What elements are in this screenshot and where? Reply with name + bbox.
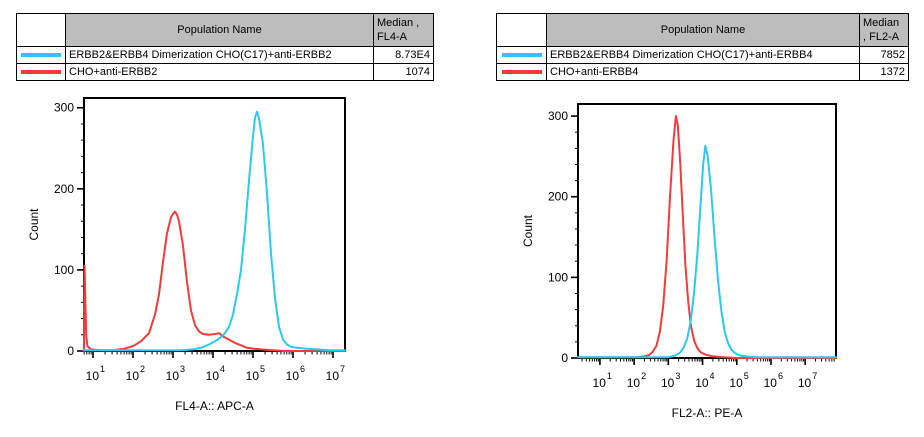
legend-row: ERBB2&ERBB4 Dimerization CHO(C17)+anti-E… bbox=[16, 46, 434, 64]
legend-header-row: Population Name Median , FL2-A bbox=[496, 13, 909, 47]
x-axis-title: FL2-A:: PE-A bbox=[672, 406, 743, 420]
x-tick-exponent: 7 bbox=[812, 371, 817, 381]
x-tick-exponent: 5 bbox=[260, 364, 265, 374]
x-tick-exponent: 1 bbox=[607, 371, 612, 381]
median-header-line2: FL4-A bbox=[377, 31, 407, 43]
y-tick-label: 0 bbox=[561, 351, 568, 365]
swatch-cell bbox=[16, 63, 66, 81]
population-name-header: Population Name bbox=[65, 13, 374, 47]
y-tick-label: 100 bbox=[548, 270, 568, 284]
histogram-curve bbox=[83, 210, 346, 352]
histogram-curve bbox=[83, 110, 346, 352]
plot-frame bbox=[577, 103, 837, 359]
series-color-swatch bbox=[501, 53, 542, 57]
x-tick-label: 10 bbox=[695, 376, 709, 390]
x-tick-exponent: 3 bbox=[180, 364, 185, 374]
median-value-cell: 7852 bbox=[859, 46, 909, 64]
x-tick-exponent: 4 bbox=[220, 364, 225, 374]
y-tick-label: 200 bbox=[548, 190, 568, 204]
legend-row: ERBB2&ERBB4 Dimerization CHO(C17)+anti-E… bbox=[496, 46, 909, 64]
legend-row: CHO+anti-ERBB4 1372 bbox=[496, 63, 909, 81]
x-tick-label: 10 bbox=[86, 369, 100, 383]
population-name-cell: ERBB2&ERBB4 Dimerization CHO(C17)+anti-E… bbox=[546, 46, 860, 64]
x-tick-exponent: 5 bbox=[744, 371, 749, 381]
legend-header-row: Population Name Median , FL4-A bbox=[16, 13, 434, 47]
x-tick-exponent: 3 bbox=[675, 371, 680, 381]
legend-row: CHO+anti-ERBB2 1074 bbox=[16, 63, 434, 81]
legend-table-right: Population Name Median , FL2-A ERBB2&ERB… bbox=[496, 13, 909, 81]
histogram-curve bbox=[577, 144, 837, 359]
series-color-swatch bbox=[21, 70, 61, 74]
swatch-cell bbox=[496, 63, 547, 81]
population-name-cell: ERBB2&ERBB4 Dimerization CHO(C17)+anti-E… bbox=[65, 46, 374, 64]
population-name-cell: CHO+anti-ERBB4 bbox=[546, 63, 860, 81]
x-axis-title: FL4-A:: APC-A bbox=[175, 399, 254, 413]
x-tick-exponent: 4 bbox=[710, 371, 715, 381]
population-name-cell: CHO+anti-ERBB2 bbox=[65, 63, 374, 81]
median-value-cell: 1372 bbox=[859, 63, 909, 81]
y-tick-label: 0 bbox=[67, 344, 74, 358]
x-tick-exponent: 6 bbox=[300, 364, 305, 374]
x-tick-exponent: 2 bbox=[641, 371, 646, 381]
swatch-cell bbox=[16, 46, 66, 64]
x-tick-label: 10 bbox=[246, 369, 260, 383]
swatch-header-cell bbox=[16, 13, 66, 47]
x-tick-label: 10 bbox=[286, 369, 300, 383]
median-header-line1: Median , bbox=[377, 16, 420, 29]
x-tick-label: 10 bbox=[166, 369, 180, 383]
population-name-header: Population Name bbox=[546, 13, 860, 47]
x-tick-exponent: 2 bbox=[140, 364, 145, 374]
y-tick-label: 200 bbox=[54, 182, 74, 196]
x-tick-label: 10 bbox=[126, 369, 140, 383]
plot-frame bbox=[83, 97, 346, 352]
x-tick-label: 10 bbox=[729, 376, 743, 390]
x-tick-exponent: 6 bbox=[778, 371, 783, 381]
series-color-swatch bbox=[21, 53, 61, 57]
x-tick-label: 10 bbox=[627, 376, 641, 390]
histogram-curve bbox=[577, 115, 837, 359]
x-tick-label: 10 bbox=[764, 376, 778, 390]
y-axis-title: Count bbox=[27, 208, 41, 241]
y-tick-label: 300 bbox=[548, 109, 568, 123]
y-tick-label: 100 bbox=[54, 263, 74, 277]
x-tick-label: 10 bbox=[593, 376, 607, 390]
median-value-cell: 8.73E4 bbox=[373, 46, 434, 64]
x-tick-label: 10 bbox=[798, 376, 812, 390]
series-color-swatch bbox=[501, 70, 542, 74]
legend-table-left: Population Name Median , FL4-A ERBB2&ERB… bbox=[16, 13, 434, 81]
median-header: Median , FL2-A bbox=[859, 13, 909, 47]
median-value-cell: 1074 bbox=[373, 63, 434, 81]
median-header: Median , FL4-A bbox=[373, 13, 434, 47]
swatch-cell bbox=[496, 46, 547, 64]
x-tick-exponent: 1 bbox=[100, 364, 105, 374]
x-tick-label: 10 bbox=[661, 376, 675, 390]
median-header-line2: , FL2-A bbox=[863, 31, 900, 43]
x-tick-label: 10 bbox=[326, 369, 340, 383]
x-tick-exponent: 7 bbox=[340, 364, 345, 374]
x-tick-label: 10 bbox=[206, 369, 220, 383]
swatch-header-cell bbox=[496, 13, 547, 47]
y-axis-title: Count bbox=[521, 214, 535, 247]
median-header-line1: Median bbox=[863, 16, 900, 29]
y-tick-label: 300 bbox=[54, 101, 74, 115]
